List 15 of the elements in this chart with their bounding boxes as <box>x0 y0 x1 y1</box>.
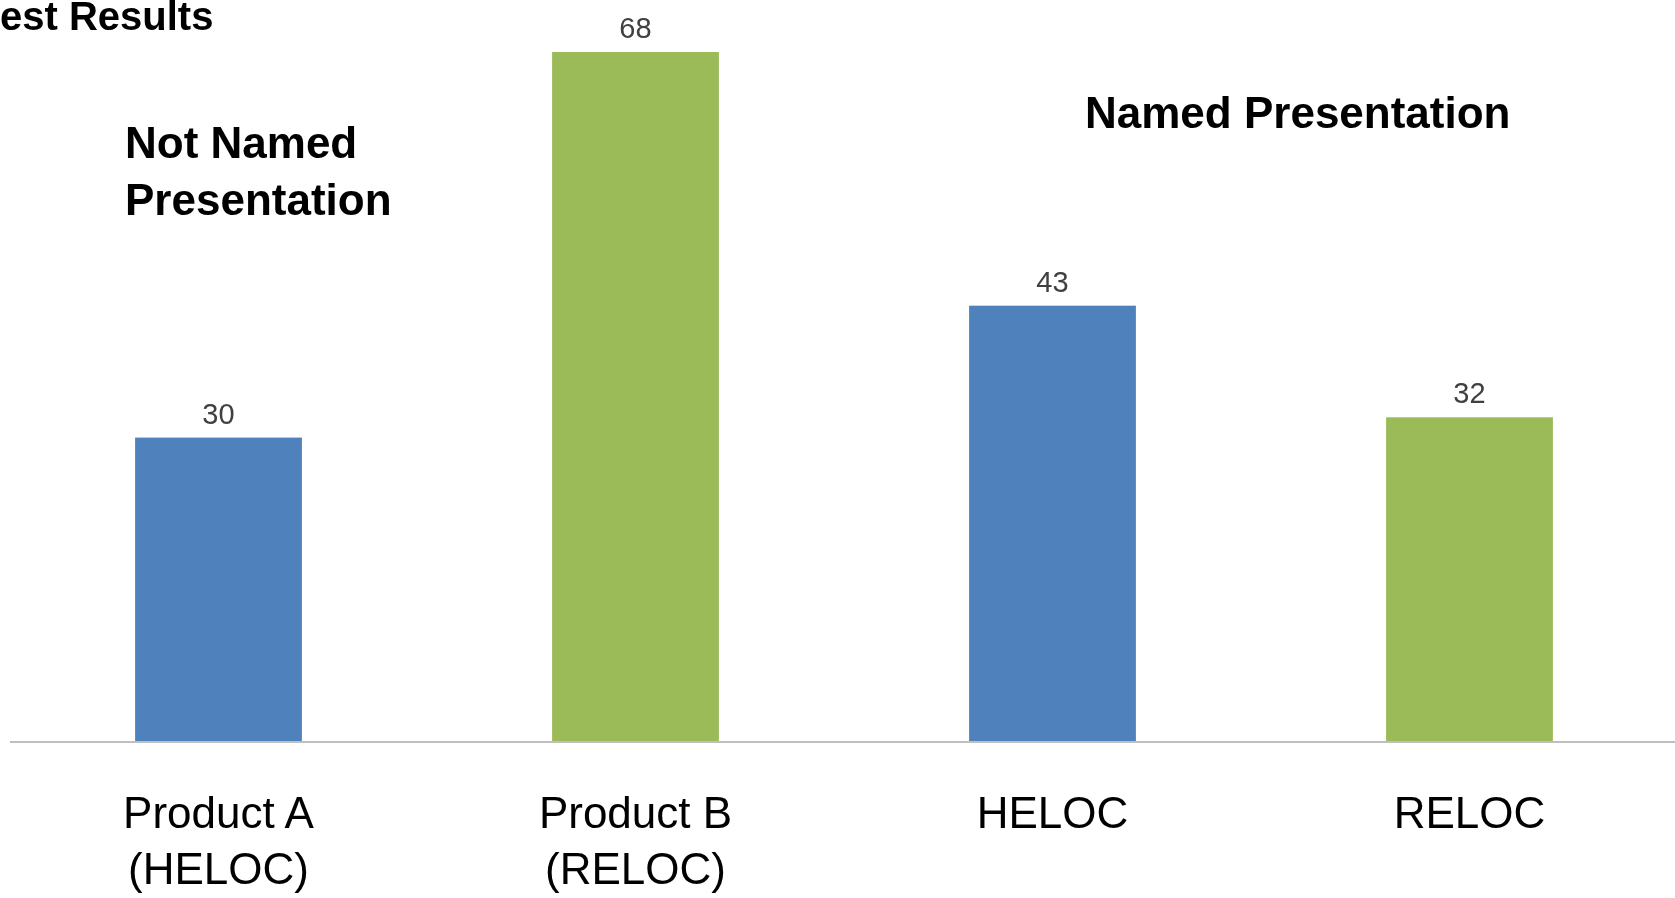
bar <box>135 437 302 742</box>
annotation: Named Presentation <box>1085 88 1511 137</box>
x-tick-label: HELOC <box>976 788 1129 837</box>
data-label: 43 <box>1036 265 1069 298</box>
bar <box>969 305 1136 742</box>
data-label: 68 <box>619 12 652 44</box>
x-tick-label: Product B (RELOC) <box>538 788 733 893</box>
x-tick-label: Product A (HELOC) <box>123 788 315 893</box>
chart-title: est Results <box>0 0 214 38</box>
data-label: 32 <box>1453 377 1486 410</box>
bar <box>552 52 719 742</box>
data-label: 30 <box>202 397 235 430</box>
x-tick-label: RELOC <box>1393 788 1546 837</box>
annotation: Not Named Presentation <box>125 118 392 224</box>
bar <box>1386 417 1553 742</box>
